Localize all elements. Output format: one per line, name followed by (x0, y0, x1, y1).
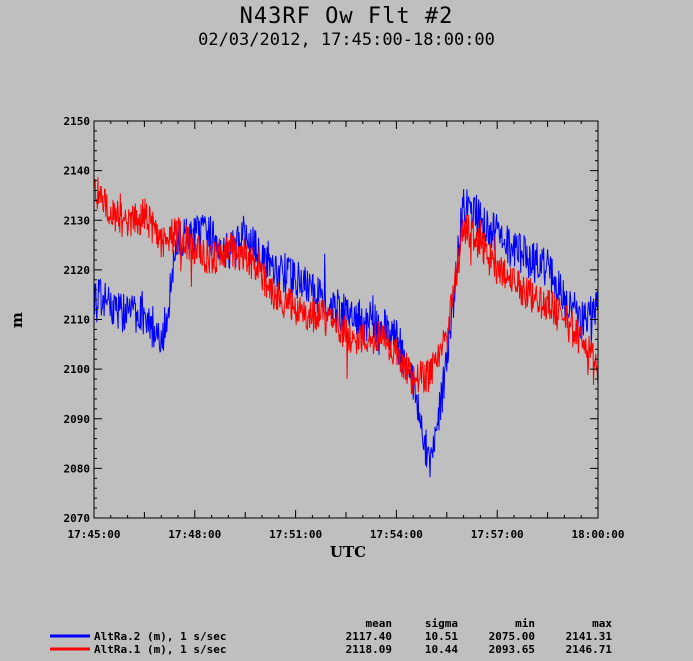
legend-series-name: AltRa.2 (m), 1 s/sec (94, 630, 226, 643)
stats-header-sigma: sigma (425, 617, 458, 630)
legend: mean sigma min max AltRa.2 (m), 1 s/sec 2117.… (50, 617, 612, 656)
legend-stat-min: 2093.65 (489, 643, 535, 656)
x-tick-label: 17:54:00 (370, 528, 423, 541)
chart-subtitle: 02/03/2012, 17:45:00-18:00:00 (198, 30, 495, 50)
axis-tick-labels: 17:45:00 17:48:00 17:51:00 17:54:00 17:57:00… (64, 115, 625, 541)
x-tick-label: 17:57:00 (471, 528, 524, 541)
x-axis-title: UTC (330, 543, 366, 561)
x-tick-label: 18:00:00 (572, 528, 625, 541)
stats-header-min: min (515, 617, 535, 630)
legend-stat-max: 2146.71 (566, 643, 613, 656)
x-tick-label: 17:48:00 (168, 528, 221, 541)
stats-header-mean: mean (366, 617, 393, 630)
y-tick-label: 2080 (64, 462, 91, 475)
y-tick-label: 2120 (64, 264, 91, 277)
legend-series-name: AltRa.1 (m), 1 s/sec (94, 643, 226, 656)
legend-stat-min: 2075.00 (489, 630, 535, 643)
y-tick-label: 2140 (64, 165, 91, 178)
y-tick-label: 2130 (64, 214, 91, 227)
y-tick-label: 2110 (64, 314, 91, 327)
series-line-altra1 (93, 177, 599, 395)
legend-stat-sigma: 10.44 (425, 643, 458, 656)
axis-ticks (93, 120, 599, 519)
y-tick-label: 2070 (64, 512, 91, 525)
y-tick-label: 2100 (64, 363, 91, 376)
legend-stat-sigma: 10.51 (425, 630, 458, 643)
x-tick-label: 17:51:00 (269, 528, 322, 541)
legend-stat-max: 2141.31 (566, 630, 613, 643)
stats-header-max: max (592, 617, 612, 630)
legend-stat-mean: 2117.40 (346, 630, 392, 643)
chart-title: N43RF Ow Flt #2 (239, 4, 454, 29)
legend-stat-mean: 2118.09 (346, 643, 392, 656)
y-tick-label: 2090 (64, 413, 91, 426)
y-tick-label: 2150 (64, 115, 91, 128)
plot-series-layer (93, 177, 599, 478)
x-tick-label: 17:45:00 (68, 528, 121, 541)
plot-frame (93, 120, 599, 519)
y-axis-title: m (8, 312, 26, 328)
